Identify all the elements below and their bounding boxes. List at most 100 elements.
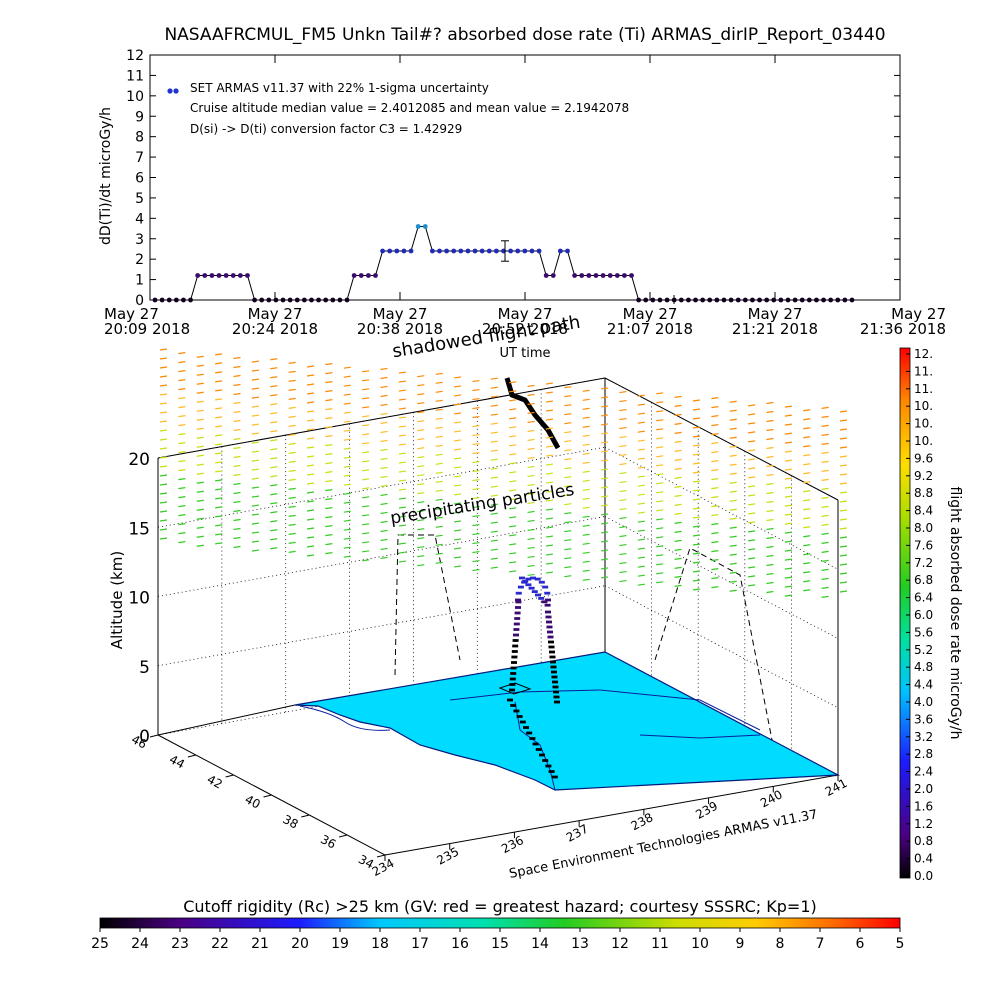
particle-dash bbox=[656, 482, 664, 485]
particle-dash bbox=[803, 508, 811, 511]
particle-dash bbox=[251, 522, 259, 525]
data-point bbox=[792, 297, 798, 303]
particle-dash bbox=[656, 509, 664, 512]
particle-dash bbox=[821, 424, 829, 427]
particle-dash bbox=[270, 421, 278, 424]
trajectory-segment bbox=[509, 677, 516, 681]
x-tick-date: May 27 bbox=[104, 305, 159, 323]
particle-dash bbox=[435, 489, 443, 492]
trajectory-segment bbox=[528, 586, 535, 590]
particle-dash bbox=[215, 515, 223, 518]
data-point bbox=[316, 297, 321, 303]
particle-dash bbox=[196, 373, 204, 376]
particle-dash bbox=[619, 579, 627, 583]
data-point bbox=[209, 273, 215, 278]
particle-dash bbox=[545, 382, 554, 385]
particle-dash bbox=[582, 452, 590, 455]
particle-dash bbox=[748, 539, 756, 542]
particle-dash bbox=[325, 390, 333, 393]
trajectory-segment bbox=[515, 591, 522, 595]
dose-tick-label: 8.0 bbox=[914, 521, 933, 535]
particle-dash bbox=[288, 514, 296, 517]
x-tick-time: 21:36 2018 bbox=[860, 320, 946, 338]
particle-dash bbox=[270, 403, 278, 406]
particle-dash bbox=[509, 453, 517, 456]
particle-dash bbox=[159, 510, 168, 513]
particle-dash bbox=[417, 465, 425, 468]
particle-dash bbox=[380, 556, 388, 560]
particle-dash bbox=[564, 422, 572, 425]
particle-dash bbox=[527, 555, 535, 559]
particle-dash bbox=[784, 531, 792, 534]
particle-dash bbox=[692, 435, 701, 438]
particle-dash bbox=[582, 551, 590, 554]
particle-dash bbox=[729, 553, 737, 556]
particle-dash bbox=[748, 557, 756, 560]
particle-dash bbox=[619, 552, 627, 556]
trajectory-segment bbox=[514, 611, 521, 615]
particle-dash bbox=[803, 454, 811, 457]
particle-dash bbox=[692, 543, 701, 546]
particle-dash bbox=[600, 387, 609, 390]
particle-dash bbox=[748, 467, 756, 470]
particle-dash bbox=[435, 417, 443, 420]
rigidity-tick-label: 6 bbox=[856, 936, 865, 952]
trajectory-segment bbox=[510, 672, 517, 675]
dose-colorbar-label: flight absorbed dose rate microGy/h bbox=[947, 487, 963, 740]
dose-tick-label: 10. bbox=[914, 434, 933, 448]
particle-dash bbox=[637, 547, 645, 550]
data-point bbox=[557, 248, 563, 254]
particle-dash bbox=[803, 571, 811, 574]
data-point bbox=[252, 297, 257, 303]
particle-dash bbox=[766, 527, 774, 531]
particle-dash bbox=[766, 446, 774, 450]
particle-dash bbox=[582, 479, 590, 482]
particle-dash bbox=[398, 452, 407, 455]
dose-tick-label: 2.0 bbox=[914, 782, 933, 796]
particle-dash bbox=[564, 539, 572, 542]
particle-dash bbox=[472, 523, 480, 527]
particle-dash bbox=[527, 510, 535, 514]
particle-dash bbox=[674, 584, 682, 587]
particle-dash bbox=[453, 484, 462, 487]
particle-dash bbox=[656, 446, 664, 449]
particle-dash bbox=[178, 424, 186, 427]
particle-dash bbox=[784, 486, 792, 489]
particle-dash bbox=[674, 494, 682, 497]
particle-dash bbox=[619, 498, 627, 502]
rigidity-colorbar-gradient bbox=[99, 917, 901, 929]
particle-dash bbox=[288, 550, 296, 553]
particle-dash bbox=[729, 409, 737, 412]
particle-dash bbox=[343, 474, 351, 477]
particle-dash bbox=[582, 578, 590, 581]
particle-dash bbox=[711, 541, 719, 544]
particle-dash bbox=[674, 476, 682, 479]
particle-dash bbox=[215, 371, 223, 374]
rigidity-tick-label: 19 bbox=[331, 936, 349, 952]
particle-dash bbox=[306, 374, 315, 377]
trajectory-segment bbox=[551, 670, 557, 674]
particle-dash bbox=[233, 491, 241, 495]
particle-dash bbox=[600, 450, 609, 453]
particle-dash bbox=[472, 415, 480, 419]
altitude-gridline bbox=[157, 585, 606, 667]
data-point bbox=[607, 273, 613, 278]
particle-dash bbox=[674, 404, 682, 407]
y-tick-label: 6 bbox=[135, 171, 144, 187]
particle-dash bbox=[600, 477, 609, 480]
trajectory-segment bbox=[513, 628, 520, 631]
dose-tick-label: 5.6 bbox=[914, 625, 933, 639]
particle-dash bbox=[656, 464, 664, 467]
trajectory-segment bbox=[532, 742, 539, 746]
particle-dash bbox=[803, 562, 811, 565]
particle-dash bbox=[380, 430, 388, 434]
particle-dash bbox=[306, 410, 315, 413]
particle-dash bbox=[637, 511, 645, 514]
particle-dash bbox=[270, 394, 278, 397]
particle-dash bbox=[509, 426, 517, 429]
trajectory-segment bbox=[544, 603, 551, 607]
particle-dash bbox=[270, 358, 278, 361]
particle-dash bbox=[270, 529, 278, 532]
particle-dash bbox=[380, 466, 388, 470]
